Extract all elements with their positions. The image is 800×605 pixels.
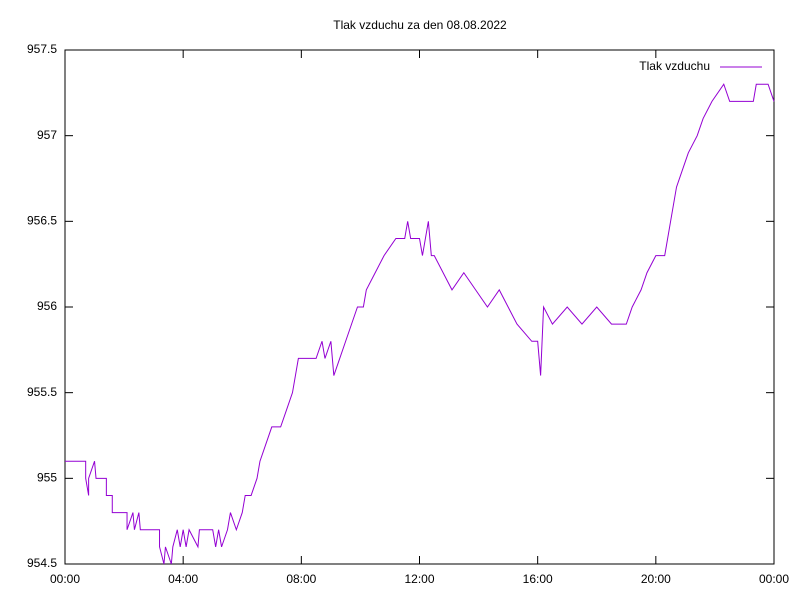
y-tick-label: 957 [37,128,57,142]
x-tick-label: 00:00 [759,572,789,586]
y-tick-label: 957.5 [27,42,57,56]
x-tick-label: 00:00 [50,572,80,586]
y-tick-label: 956.5 [27,214,57,228]
y-tick-label: 956 [37,299,57,313]
x-tick-label: 16:00 [523,572,553,586]
chart-title: Tlak vzduchu za den 08.08.2022 [333,18,507,32]
y-tick-label: 954.5 [27,556,57,570]
data-line [65,83,775,565]
x-tick-label: 20:00 [641,572,671,586]
y-tick-label: 955.5 [27,385,57,399]
y-tick-label: 955 [37,471,57,485]
legend-label: Tlak vzduchu [639,59,710,73]
x-tick-label: 04:00 [168,572,198,586]
x-tick-label: 12:00 [404,572,434,586]
x-tick-label: 08:00 [286,572,316,586]
